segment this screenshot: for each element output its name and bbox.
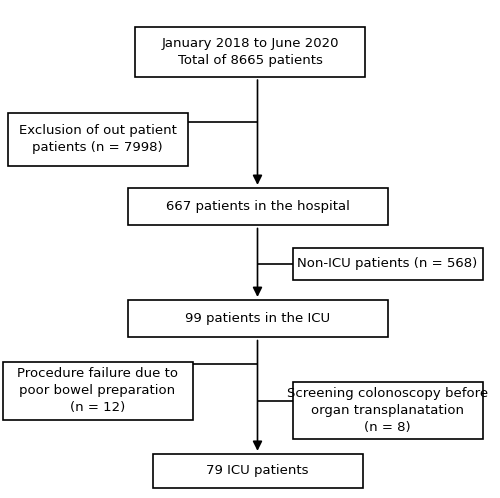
FancyBboxPatch shape (128, 188, 388, 225)
Text: 99 patients in the ICU: 99 patients in the ICU (185, 312, 330, 325)
FancyBboxPatch shape (292, 248, 482, 280)
FancyBboxPatch shape (2, 363, 192, 419)
FancyBboxPatch shape (135, 27, 365, 77)
FancyBboxPatch shape (152, 454, 362, 488)
Text: Screening colonoscopy before
organ transplanatation
(n = 8): Screening colonoscopy before organ trans… (287, 387, 488, 434)
Text: January 2018 to June 2020
Total of 8665 patients: January 2018 to June 2020 Total of 8665 … (161, 37, 339, 67)
FancyBboxPatch shape (128, 300, 388, 338)
Text: Exclusion of out patient
patients (n = 7998): Exclusion of out patient patients (n = 7… (18, 124, 176, 154)
FancyBboxPatch shape (8, 114, 188, 165)
FancyBboxPatch shape (292, 382, 482, 440)
Text: 667 patients in the hospital: 667 patients in the hospital (166, 200, 350, 213)
Text: Procedure failure due to
poor bowel preparation
(n = 12): Procedure failure due to poor bowel prep… (17, 368, 178, 414)
Text: 79 ICU patients: 79 ICU patients (206, 464, 309, 477)
Text: Non-ICU patients (n = 568): Non-ICU patients (n = 568) (298, 257, 478, 270)
